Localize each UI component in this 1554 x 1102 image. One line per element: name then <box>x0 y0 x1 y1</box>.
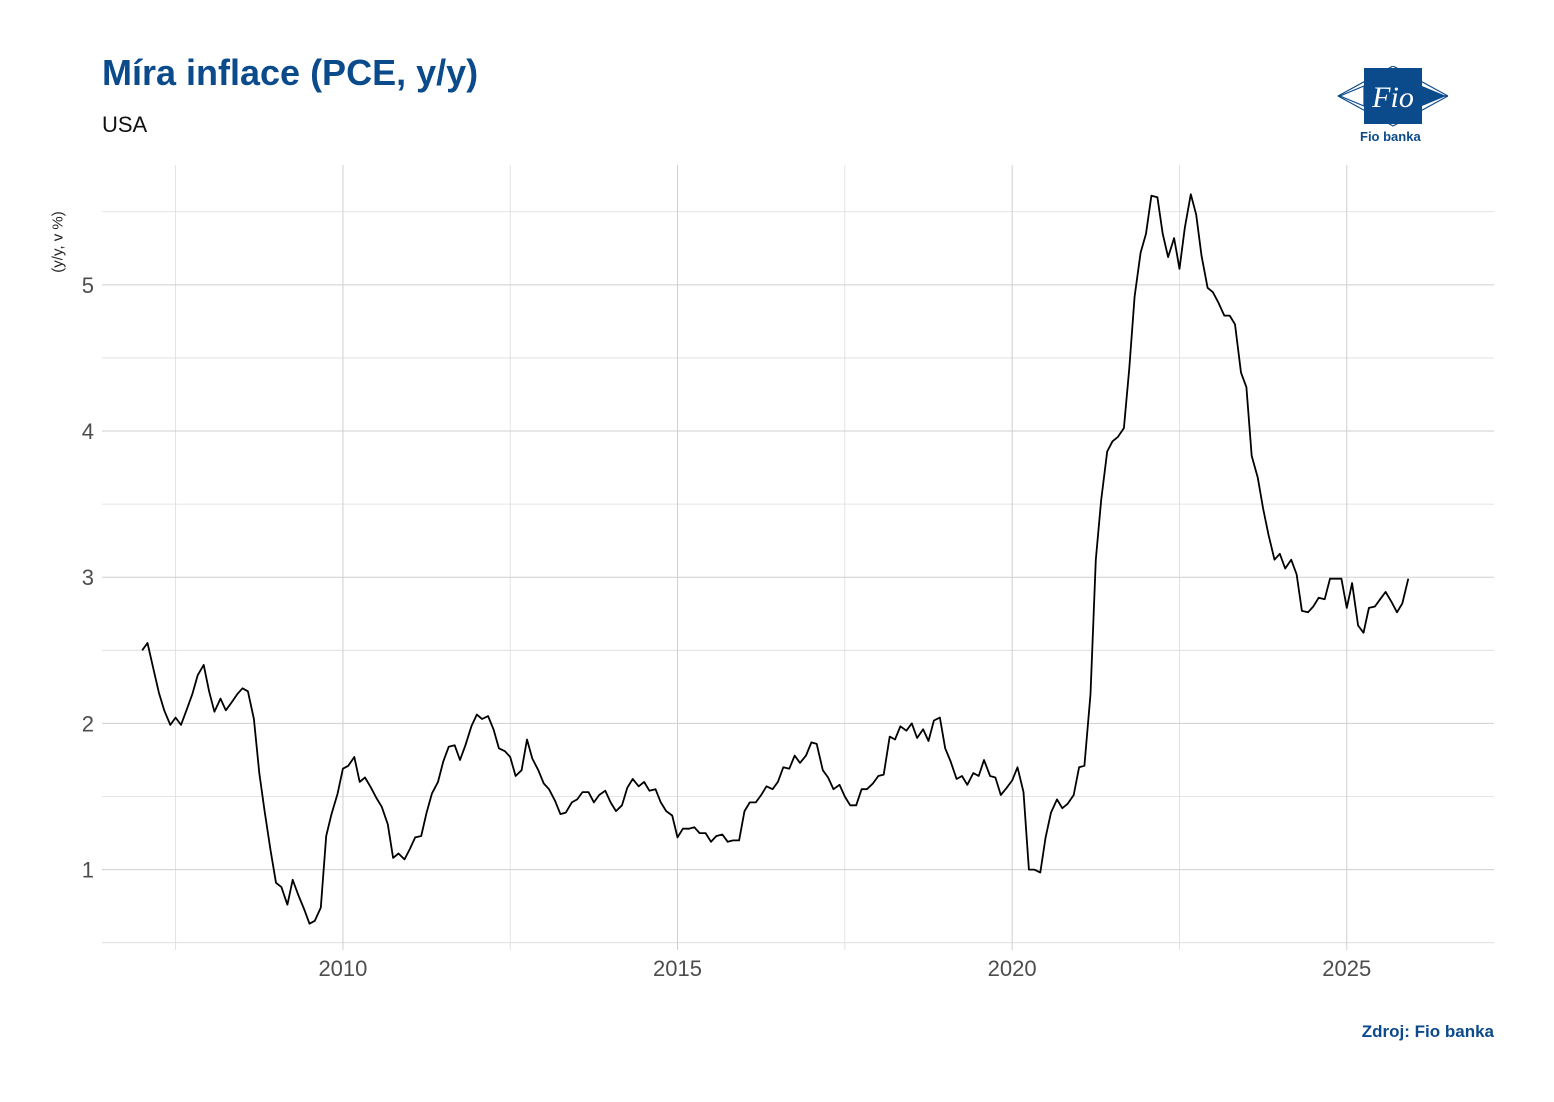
x-tick-labels: 2010 2015 2020 2025 <box>318 956 1371 981</box>
y-tick-label: 5 <box>82 273 94 298</box>
fio-logo-icon: Fio <box>1336 65 1449 148</box>
y-tick-labels: 1 2 3 4 5 <box>82 273 94 883</box>
y-tick-label: 3 <box>82 565 94 590</box>
chart-title: Míra inflace (PCE, y/y) <box>102 52 479 93</box>
logo-wordmark: Fio <box>1371 81 1414 114</box>
y-tick-label: 4 <box>82 419 94 444</box>
x-tick-label: 2025 <box>1322 956 1371 981</box>
x-tick-label: 2010 <box>318 956 367 981</box>
logo-caption: Fio banka <box>1360 129 1421 144</box>
series-group <box>141 193 1410 925</box>
x-tick-label: 2020 <box>988 956 1037 981</box>
major-gridlines <box>102 165 1494 950</box>
x-tick-label: 2015 <box>653 956 702 981</box>
y-tick-label: 1 <box>82 858 94 883</box>
series-line <box>141 193 1410 925</box>
source-note: Zdroj: Fio banka <box>1361 1022 1494 1041</box>
minor-gridlines <box>102 165 1494 950</box>
y-tick-label: 2 <box>82 711 94 736</box>
chart-subtitle: USA <box>102 112 148 137</box>
